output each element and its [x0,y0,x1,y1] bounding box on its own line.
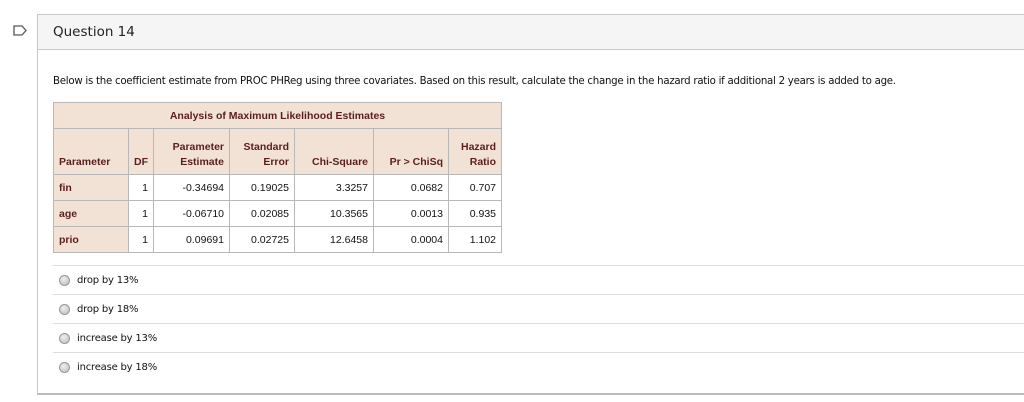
column-header-line: Hazard [460,141,496,153]
question-title: Question 14 [53,24,135,40]
answer-label[interactable]: increase by 18% [77,361,157,373]
table-cell: 12.6458 [294,226,374,253]
column-header-line: Pr > ChiSq [389,156,443,168]
table-cell: 1 [128,174,154,201]
column-header-line: Parameter [59,156,111,168]
table-cell: 0.09691 [153,226,230,253]
table-cell: 3.3257 [294,174,374,201]
estimates-table: Analysis of Maximum Likelihood Estimates… [53,102,502,253]
answer-label[interactable]: increase by 13% [77,332,157,344]
column-header: Parameter Estimate [153,128,230,175]
table-cell: 0.02725 [229,226,295,253]
table-row: prio 1 0.09691 0.02725 12.6458 0.0004 1.102 [53,226,502,253]
table-cell: 0.19025 [229,174,295,201]
column-header: Chi-Square [294,128,374,175]
table-cell: 10.3565 [294,200,374,227]
table-row: age 1 -0.06710 0.02085 10.3565 0.0013 0.935 [53,200,502,227]
table-cell: 0.0004 [373,226,449,253]
column-header: Parameter [53,128,129,175]
table-cell: 0.0013 [373,200,449,227]
column-header-line: Error [263,156,289,168]
answer-option[interactable]: increase by 18% [53,352,1024,381]
table-cell: 0.0682 [373,174,449,201]
table-title: Analysis of Maximum Likelihood Estimates [53,102,502,129]
column-header: DF [128,128,154,175]
answer-option[interactable]: drop by 18% [53,294,1024,323]
answer-options: drop by 13% drop by 18% increase by 13% inc… [53,265,1024,381]
table-cell: 0.02085 [229,200,295,227]
column-header-line: Parameter [172,141,224,153]
radio-button[interactable] [59,361,70,373]
question-card: Question 14 Below is the coefficient est… [37,14,1024,395]
column-header-line: Ratio [469,156,496,168]
table-row: fin 1 -0.34694 0.19025 3.3257 0.0682 0.707 [53,174,502,201]
column-header-line: DF [134,156,148,168]
table-cell: -0.06710 [153,200,230,227]
table-cell: -0.34694 [153,174,230,201]
row-parameter: age [53,200,129,227]
column-header: Pr > ChiSq [373,128,449,175]
table-cell: 1 [128,226,154,253]
radio-button[interactable] [59,332,70,344]
radio-button[interactable] [59,303,70,315]
answer-option[interactable]: drop by 13% [53,265,1024,294]
row-parameter: prio [53,226,129,253]
table-cell: 1.102 [448,226,502,253]
answer-label[interactable]: drop by 13% [77,274,139,286]
table-cell: 0.707 [448,174,502,201]
column-header: Standard Error [229,128,295,175]
row-parameter: fin [53,174,129,201]
table-cell: 0.935 [448,200,502,227]
column-header-line: Standard [243,141,289,153]
question-text: Below is the coefficient estimate from P… [53,76,896,87]
flag-question-icon[interactable] [13,25,27,36]
radio-button[interactable] [59,274,70,286]
column-header-line: Estimate [180,156,224,168]
column-header-line: Chi-Square [311,156,368,168]
question-header: Question 14 [38,15,1024,50]
answer-label[interactable]: drop by 18% [77,303,139,315]
answer-option[interactable]: increase by 13% [53,323,1024,352]
table-cell: 1 [128,200,154,227]
column-header: Hazard Ratio [448,128,502,175]
